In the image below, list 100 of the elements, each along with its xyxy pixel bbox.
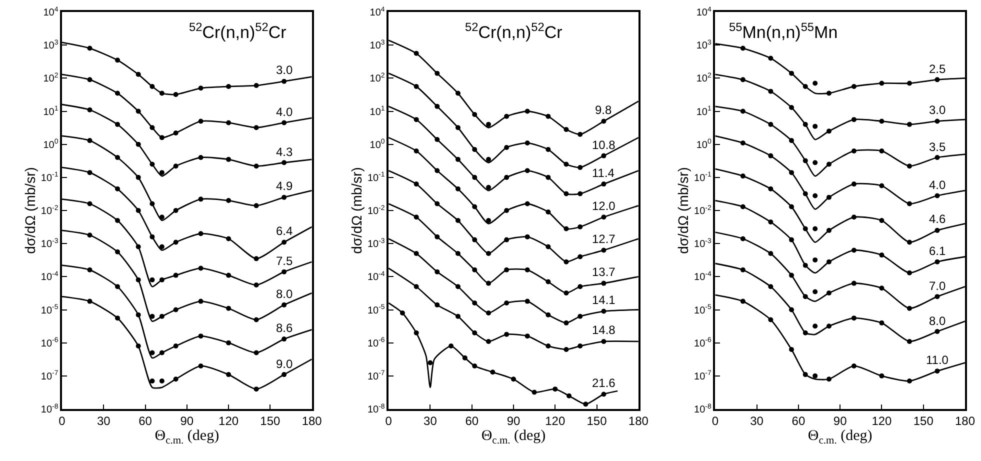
point	[740, 108, 746, 114]
point	[826, 90, 832, 96]
point	[802, 294, 808, 300]
series-label: 9.0	[276, 357, 294, 371]
point	[226, 84, 232, 89]
point	[802, 262, 808, 268]
point	[826, 259, 832, 264]
text: $^{52}$Cr(n,n)$^{52}$Cr	[465, 20, 563, 42]
point	[115, 284, 120, 290]
point	[136, 344, 141, 349]
point	[472, 300, 478, 306]
point	[524, 140, 530, 146]
point	[254, 256, 259, 262]
point	[768, 56, 774, 61]
point	[136, 174, 141, 180]
point	[226, 236, 232, 242]
point	[789, 170, 794, 176]
point	[812, 324, 818, 329]
point	[490, 370, 496, 375]
point	[472, 363, 478, 368]
point	[601, 153, 606, 158]
point	[136, 208, 141, 213]
point	[414, 182, 419, 187]
point	[87, 298, 92, 304]
point	[159, 170, 164, 176]
series-label: 7.0	[929, 279, 946, 293]
point	[455, 218, 460, 223]
point	[511, 376, 516, 382]
point	[789, 70, 794, 76]
point	[740, 140, 746, 146]
point	[414, 50, 419, 56]
point	[115, 249, 120, 254]
point	[740, 236, 746, 242]
point	[524, 168, 530, 174]
point	[486, 310, 492, 316]
point	[879, 148, 884, 154]
point	[578, 191, 583, 196]
point	[740, 77, 746, 82]
y-tick-label: 10$^{-2}$	[367, 204, 385, 217]
x-tick-label: 180	[628, 414, 649, 428]
point	[934, 329, 940, 334]
point	[812, 80, 818, 86]
point	[282, 269, 287, 274]
y-tick-label: 10$^{-4}$	[40, 270, 58, 284]
point	[282, 240, 287, 245]
point	[906, 306, 912, 311]
point	[472, 267, 478, 272]
y-tick-label: 10$^{-5}$	[40, 304, 58, 316]
series-label: 10.8	[592, 138, 616, 152]
point	[226, 156, 232, 162]
point	[802, 84, 808, 89]
point	[254, 203, 259, 208]
point	[150, 314, 155, 319]
point	[578, 224, 583, 230]
point	[879, 80, 884, 86]
point	[566, 393, 572, 398]
point	[789, 138, 794, 144]
series-label: 3.0	[929, 103, 946, 117]
point	[486, 156, 492, 162]
point	[282, 78, 287, 84]
x-tick-label: 180	[954, 414, 976, 428]
point	[851, 363, 856, 368]
point	[826, 376, 832, 382]
point	[198, 155, 204, 160]
point	[504, 114, 510, 119]
x-tick-label: 0	[58, 414, 66, 428]
y-tick-label: 10$^{-3}$	[40, 238, 58, 250]
point	[198, 334, 204, 339]
point	[802, 372, 808, 378]
y-tick-label: 10$^{-3}$	[367, 238, 385, 250]
series-label: 6.1	[929, 244, 946, 258]
point	[564, 162, 569, 167]
x-tick-label: 120	[872, 414, 892, 428]
point	[136, 244, 141, 250]
point	[455, 284, 460, 290]
point	[879, 320, 884, 326]
point	[532, 390, 537, 395]
point	[546, 174, 551, 180]
point	[486, 122, 492, 127]
point	[198, 266, 204, 271]
point	[486, 338, 492, 344]
point	[414, 330, 419, 336]
point	[826, 194, 832, 200]
x-tick-label: 30	[424, 414, 438, 428]
series-label: 21.6	[592, 376, 616, 390]
point	[198, 196, 204, 202]
point	[601, 338, 606, 344]
point	[159, 90, 164, 96]
y-tick-label: 10$^{4}$	[370, 6, 385, 18]
point	[546, 344, 551, 349]
point	[173, 376, 178, 382]
point	[564, 290, 569, 296]
point	[150, 277, 155, 282]
point	[504, 300, 510, 306]
point	[906, 80, 912, 86]
point	[578, 314, 583, 319]
point	[173, 272, 178, 278]
point	[789, 307, 794, 312]
series-label: 4.6	[929, 212, 946, 226]
point	[455, 251, 460, 256]
